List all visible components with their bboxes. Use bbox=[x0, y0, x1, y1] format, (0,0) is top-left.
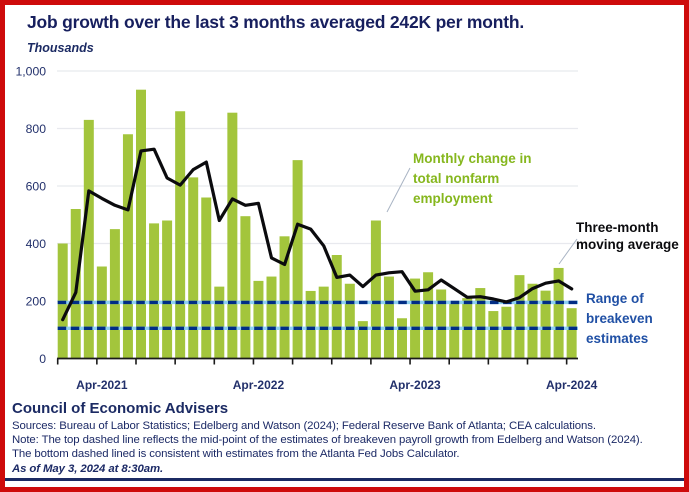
bar bbox=[266, 276, 277, 359]
footer-sources: Sources: Bureau of Labor Statistics; Ede… bbox=[12, 420, 596, 432]
x-axis-labels: Apr-2021 Apr-2022 Apr-2023 Apr-2024 bbox=[76, 378, 597, 392]
bar bbox=[149, 223, 160, 359]
bar bbox=[122, 134, 133, 359]
bar bbox=[501, 306, 512, 359]
bar bbox=[475, 288, 486, 359]
bar bbox=[96, 266, 107, 359]
bars-series bbox=[57, 89, 577, 359]
bar bbox=[514, 275, 525, 359]
y-axis-unit-label: Thousands bbox=[27, 41, 94, 55]
bar bbox=[292, 160, 303, 359]
bar bbox=[279, 236, 290, 359]
y-tick-label: 1,000 bbox=[16, 64, 47, 78]
bar bbox=[318, 286, 329, 359]
bar bbox=[540, 290, 551, 359]
bar bbox=[357, 321, 368, 359]
bar bbox=[162, 220, 173, 359]
bar bbox=[109, 229, 120, 359]
y-axis-labels: 0 200 400 600 800 1,000 bbox=[16, 64, 47, 366]
y-tick-label: 600 bbox=[26, 179, 47, 193]
y-tick-label: 0 bbox=[39, 352, 46, 366]
bar bbox=[566, 308, 577, 359]
footer-as-of: As of May 3, 2024 at 8:30am. bbox=[12, 463, 164, 475]
annotation-leader-lines bbox=[386, 167, 578, 265]
bar bbox=[305, 290, 316, 359]
bar bbox=[188, 177, 199, 359]
bars-annotation-leader-line bbox=[386, 167, 411, 213]
bar bbox=[397, 318, 407, 359]
y-tick-label: 400 bbox=[26, 237, 47, 251]
bar bbox=[410, 278, 421, 359]
bar bbox=[201, 197, 212, 359]
y-tick-label: 800 bbox=[26, 122, 47, 136]
page-title: Job growth over the last 3 months averag… bbox=[27, 12, 524, 32]
bar bbox=[488, 311, 499, 359]
footer-note-line2: The bottom dashed lined is consistent wi… bbox=[12, 448, 460, 460]
x-tick-label: Apr-2024 bbox=[546, 378, 598, 392]
bar bbox=[83, 119, 94, 359]
bar bbox=[331, 255, 342, 359]
x-tick-label: Apr-2023 bbox=[389, 378, 441, 392]
footer-note-line1: Note: The top dashed line reflects the m… bbox=[12, 434, 643, 446]
x-axis-ticks bbox=[56, 358, 568, 365]
bar bbox=[253, 280, 264, 359]
breakeven-range-annotation: Range of breakeven estimates bbox=[586, 291, 653, 346]
moving-average-line bbox=[61, 147, 574, 322]
breakeven-range-lines bbox=[57, 300, 578, 331]
bar bbox=[449, 303, 460, 359]
x-tick-label: Apr-2022 bbox=[233, 378, 285, 392]
ma-annotation-leader-line bbox=[558, 238, 578, 265]
bars-series-annotation: Monthly change in total nonfarm employme… bbox=[413, 151, 532, 206]
footer-org-name: Council of Economic Advisers bbox=[12, 400, 229, 417]
bar bbox=[214, 286, 225, 359]
y-tick-label: 200 bbox=[26, 294, 47, 308]
bar bbox=[436, 289, 447, 359]
bar bbox=[383, 276, 394, 359]
bar bbox=[423, 272, 434, 359]
bar bbox=[240, 216, 251, 359]
bar bbox=[370, 220, 381, 359]
bar bbox=[136, 89, 146, 359]
footer-divider-rule bbox=[5, 478, 684, 481]
bar bbox=[527, 283, 538, 359]
bar bbox=[227, 112, 238, 359]
bar bbox=[553, 267, 564, 359]
moving-average-annotation: Three-month moving average bbox=[576, 220, 679, 252]
bar bbox=[175, 111, 186, 359]
bar bbox=[344, 283, 355, 359]
x-tick-label: Apr-2021 bbox=[76, 378, 128, 392]
